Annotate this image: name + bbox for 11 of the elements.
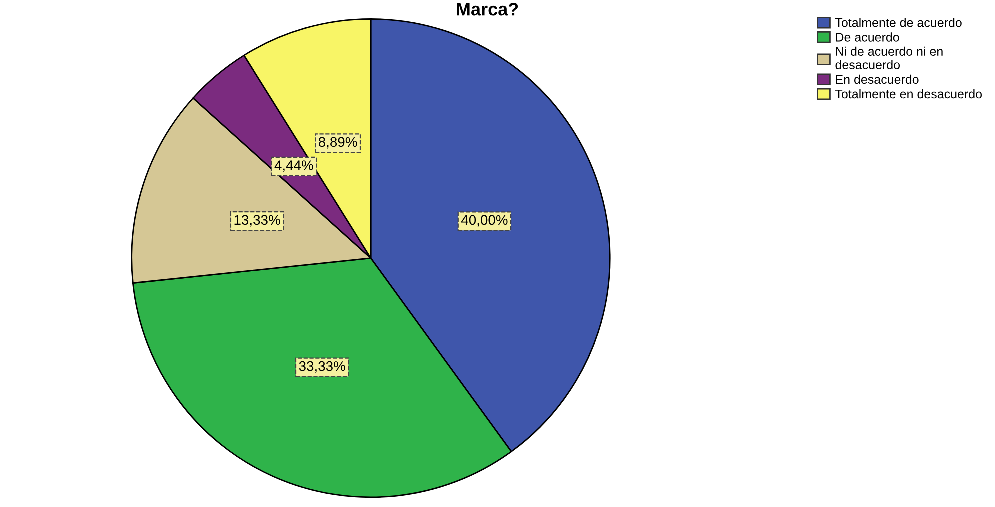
legend-label: Totalmente de acuerdo bbox=[836, 18, 962, 28]
legend-label: De acuerdo bbox=[836, 32, 900, 42]
chart-title: Marca? bbox=[457, 3, 518, 16]
data-label: 33,33% bbox=[299, 361, 346, 373]
data-label: 40,00% bbox=[461, 215, 508, 227]
legend-label: En desacuerdo bbox=[836, 74, 919, 84]
data-label: 4,44% bbox=[274, 160, 314, 172]
legend-label: Totalmente en desacuerdo bbox=[836, 89, 982, 99]
data-label: 8,89% bbox=[318, 137, 358, 149]
legend-label: Ni de acuerdo ni en desacuerdo bbox=[836, 46, 943, 70]
data-label: 13,33% bbox=[234, 215, 280, 227]
